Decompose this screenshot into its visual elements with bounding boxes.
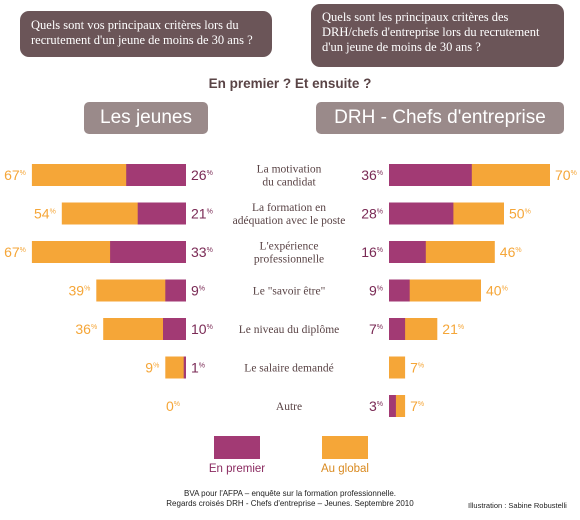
bar-right-first: [389, 279, 410, 302]
label-left-global: 36%: [75, 321, 97, 337]
source-note: BVA pour l'AFPA – enquête sur la formati…: [140, 489, 440, 509]
category-label: La formation en: [252, 202, 326, 214]
question-right-text: Quels sont les principaux critères des D…: [322, 10, 540, 54]
legend-swatch-global: [322, 436, 368, 459]
legend-swatch-first: [214, 436, 260, 459]
bar-right-first: [389, 395, 396, 417]
label-right-first: 28%: [361, 206, 383, 222]
category-label: Autre: [276, 401, 302, 413]
label-left-global: 54%: [34, 206, 56, 222]
question-left: Quels sont vos principaux critères lors …: [20, 11, 272, 57]
chart-subtitle: En premier ? Et ensuite ?: [208, 76, 372, 91]
bar-right-first: [389, 164, 472, 186]
label-right-global: 40%: [486, 283, 508, 299]
bar-right-global: [389, 279, 481, 302]
label-right-global: 7%: [410, 398, 424, 414]
label-left-first: 33%: [191, 244, 213, 260]
source-line-1: BVA pour l'AFPA – enquête sur la formati…: [183, 489, 397, 498]
label-right-first: 9%: [369, 283, 383, 299]
source-line-2: Regards croisés DRH - Chefs d'entreprise…: [166, 499, 414, 508]
label-left-first: 1%: [191, 360, 205, 376]
label-left-first: 21%: [191, 206, 213, 222]
bar-right-global: [389, 356, 406, 379]
category-label: adéquation avec le poste: [233, 215, 346, 227]
label-right-global: 70%: [555, 167, 577, 183]
category-label: professionnelle: [254, 254, 324, 266]
group-label-right: DRH - Chefs d'entreprise: [316, 102, 564, 134]
question-left-text: Quels sont vos principaux critères lors …: [31, 18, 253, 47]
legend-label-first: En premier: [209, 463, 265, 475]
legend-label-global: Au global: [321, 463, 369, 475]
bar-left-global: [165, 356, 186, 379]
bar-left-first: [165, 279, 186, 302]
bar-left-first: [126, 164, 186, 186]
label-left-first: 26%: [191, 167, 213, 183]
label-right-global: 50%: [509, 206, 531, 222]
label-right-global: 46%: [500, 244, 522, 260]
bar-left-first: [137, 202, 186, 225]
label-right-global: 7%: [410, 360, 424, 376]
question-right: Quels sont les principaux critères des D…: [311, 4, 564, 67]
category-label: L'expérience: [260, 241, 319, 253]
bar-left-first: [163, 318, 186, 340]
label-left-first: 9%: [191, 283, 205, 299]
label-left-first: 10%: [191, 321, 213, 337]
bar-right-first: [389, 241, 426, 263]
bar-right-first: [389, 202, 454, 225]
category-label: Le "savoir être": [253, 286, 326, 298]
label-right-first: 3%: [369, 398, 383, 414]
bar-left-first: [110, 241, 186, 263]
bar-right-first: [389, 318, 406, 340]
label-left-global: 39%: [68, 283, 90, 299]
label-left-global: 9%: [145, 360, 159, 376]
label-right-first: 7%: [369, 321, 383, 337]
bar-left-first: [183, 356, 186, 379]
category-label: Le niveau du diplôme: [239, 324, 340, 336]
label-left-global: 67%: [4, 167, 26, 183]
illustration-credit: Illustration : Sabine Robustelli: [468, 501, 567, 510]
label-left-global: 0%: [166, 398, 180, 414]
category-label: du candidat: [262, 177, 316, 189]
category-label: La motivation: [257, 164, 322, 176]
category-label: Le salaire demandé: [244, 363, 333, 375]
bar-left-global: [96, 279, 186, 302]
label-right-first: 36%: [361, 167, 383, 183]
label-right-global: 21%: [442, 321, 464, 337]
group-label-left: Les jeunes: [84, 102, 208, 134]
label-left-global: 67%: [4, 244, 26, 260]
label-right-first: 16%: [361, 244, 383, 260]
